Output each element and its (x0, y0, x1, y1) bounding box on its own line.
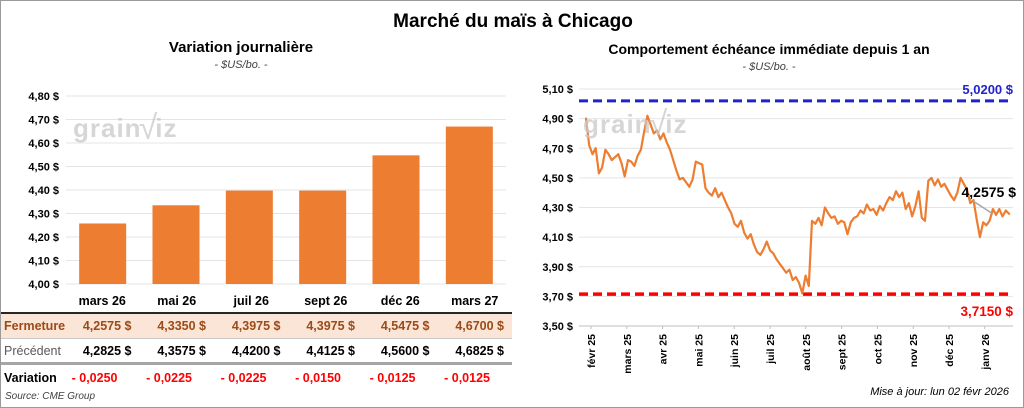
x-axis-tick-label: nov 25 (908, 334, 920, 367)
table-header-row: mars 26 mai 26 juil 26 sept 26 déc 26 mars 27 (1, 290, 512, 314)
bar-déc-26 (372, 155, 420, 284)
bar-sept-26 (299, 190, 347, 284)
line-chart-subtitle: - $US/bo. - (742, 61, 796, 73)
cell-value: 4,2825 $ (82, 343, 132, 358)
y-axis-tick-label: 4,30 $ (542, 203, 573, 215)
cell-value: 4,6825 $ (455, 343, 504, 358)
bar-juil-26 (225, 190, 273, 284)
y-axis-tick-label: 4,70 $ (542, 143, 573, 155)
bar-mai-26 (152, 205, 200, 284)
cell-value: 4,6700 $ (455, 319, 504, 333)
cell-value: 4,5475 $ (380, 319, 430, 333)
y-axis-tick-label: 3,50 $ (542, 321, 573, 333)
line-chart-plot: 5,10 $ 4,90 $ 4,70 $ 4,50 $ 4,30 $ 4,10 $ 3,90… (542, 82, 1016, 374)
cell-value: - 0,0225 (220, 370, 267, 385)
price-table: mars 26 mai 26 juil 26 sept 26 déc 26 mars 27… (1, 290, 512, 390)
callout-leader-line (972, 200, 994, 215)
resistance-value-label: 5,0200 $ (962, 82, 1013, 97)
x-axis-tick-label: avr 25 (658, 334, 670, 365)
table-row-fermeture: Fermeture 4,2575 $ 4,3350 $ 4,3975 $ 4,3975 … (1, 314, 512, 339)
column-header: déc 26 (380, 294, 420, 308)
bar-mars-26 (79, 223, 127, 284)
column-header: mai 26 (157, 294, 197, 308)
last-update-note: Mise à jour: lun 02 févr 2026 (870, 386, 1009, 398)
y-axis-tick-label: 4,70 $ (28, 115, 59, 127)
source-note: Source: CME Group (5, 391, 96, 402)
column-header: mars 27 (451, 294, 499, 308)
x-axis-tick-label: déc 25 (944, 334, 956, 367)
y-axis-tick-label: 4,60 $ (28, 138, 59, 150)
cell-value: - 0,0250 (71, 370, 118, 385)
y-axis-tick-label: 4,30 $ (28, 209, 59, 221)
column-header: sept 26 (304, 294, 348, 308)
table-row-precedent: Précédent 4,2825 $ 4,3575 $ 4,4200 $ 4,4125 … (1, 339, 512, 365)
bar-mars-27 (445, 126, 493, 284)
support-value-label: 3,7150 $ (960, 304, 1013, 319)
y-axis-tick-label: 4,10 $ (28, 256, 59, 268)
last-value-label: 4,2575 $ (962, 184, 1017, 200)
bar-chart-plot: 4,80 $ 4,70 $ 4,60 $ 4,50 $ 4,40 $ 4,30 $ 4,20… (28, 91, 506, 291)
cell-value: - 0,0125 (369, 370, 416, 385)
x-axis-tick-label: mai 25 (693, 334, 705, 367)
line-chart: 5,10 $ 4,90 $ 4,70 $ 4,50 $ 4,30 $ 4,10 $ 3,90… (542, 82, 1016, 374)
y-axis-tick-label: 4,00 $ (28, 279, 59, 291)
cell-value: 4,3975 $ (231, 319, 281, 333)
cell-value: - 0,0225 (146, 370, 192, 385)
cell-value: 4,4125 $ (306, 343, 355, 358)
cell-value: - 0,0150 (295, 370, 341, 385)
x-axis-tick-label: oct 25 (872, 334, 884, 365)
row-label: Précédent (4, 343, 61, 358)
bar-chart: 4,80 $ 4,70 $ 4,60 $ 4,50 $ 4,40 $ 4,30 $ 4,20… (28, 91, 506, 291)
column-header: juil 26 (233, 294, 269, 308)
cell-value: 4,3975 $ (306, 319, 355, 333)
y-axis-tick-label: 4,20 $ (28, 232, 59, 244)
row-label: Variation (4, 370, 57, 385)
y-axis-tick-label: 4,40 $ (28, 185, 59, 197)
y-axis-tick-label: 3,70 $ (542, 291, 573, 303)
y-axis-tick-label: 5,10 $ (542, 84, 573, 96)
table-row-variation: Variation - 0,0250 - 0,0225 - 0,0225 - 0,015… (1, 365, 512, 390)
x-axis-tick-label: août 25 (801, 334, 813, 371)
x-axis-tick-label: févr 25 (586, 334, 598, 368)
y-axis-tick-label: 3,90 $ (542, 262, 573, 274)
y-axis-tick-label: 4,90 $ (542, 114, 573, 126)
cell-value: - 0,0125 (444, 370, 490, 385)
column-header: mars 26 (78, 294, 126, 308)
cell-value: 4,2575 $ (82, 319, 132, 333)
cell-value: 4,5600 $ (380, 343, 430, 358)
price-line (584, 114, 1011, 295)
bar-chart-subtitle: - $US/bo. - (214, 59, 268, 71)
page-title: Marché du maïs à Chicago (393, 11, 633, 32)
x-axis-tick-label: juin 25 (729, 334, 741, 368)
cell-value: 4,4200 $ (231, 343, 281, 358)
x-axis-tick-label: sept 25 (837, 334, 849, 370)
cell-value: 4,3575 $ (157, 343, 206, 358)
y-axis-tick-label: 4,80 $ (28, 91, 59, 103)
line-chart-title: Comportement échéance immédiate depuis 1… (608, 41, 930, 57)
x-axis-tick-label: janv 26 (980, 334, 992, 371)
cell-value: 4,3350 $ (157, 319, 206, 333)
x-axis-tick-label: mars 25 (622, 334, 634, 374)
y-axis-tick-label: 4,50 $ (28, 162, 59, 174)
row-label: Fermeture (4, 319, 66, 333)
y-axis-tick-label: 4,50 $ (542, 173, 573, 185)
bar-chart-title: Variation journalière (168, 39, 314, 56)
x-axis-tick-label: juil 25 (765, 334, 777, 365)
y-axis-tick-label: 4,10 $ (542, 232, 573, 244)
